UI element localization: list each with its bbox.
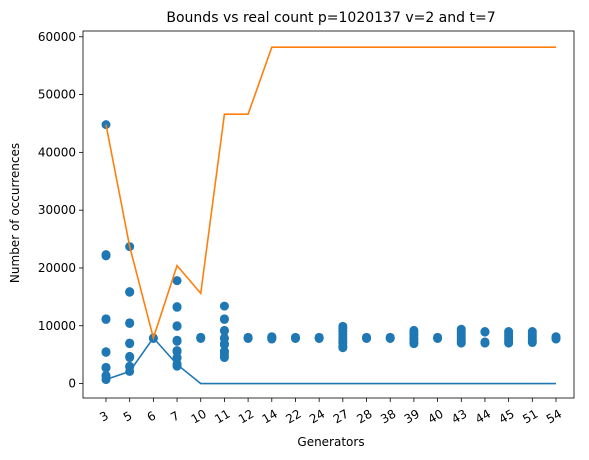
y-axis-label: Number of occurrences xyxy=(8,143,22,283)
lower-bound-line xyxy=(105,336,556,385)
plot-frame xyxy=(82,30,575,399)
scatter-point xyxy=(125,339,135,349)
scatter-point xyxy=(219,340,229,350)
scatter-point xyxy=(219,326,229,336)
x-tick-label: 14 xyxy=(260,407,280,427)
y-tick-label: 50000 xyxy=(38,88,76,102)
scatter-point xyxy=(551,334,561,344)
scatter-point xyxy=(125,318,135,328)
x-tick-label: 24 xyxy=(307,407,327,427)
scatter-point xyxy=(480,338,490,348)
x-tick-label: 45 xyxy=(497,407,517,427)
x-axis-label: Generators xyxy=(297,435,364,449)
x-tick-label: 43 xyxy=(449,407,469,427)
y-tick-label: 0 xyxy=(68,377,76,391)
scatter-point xyxy=(219,353,229,363)
scatter-point xyxy=(219,301,229,311)
scatter-point xyxy=(314,333,324,343)
x-tick-label: 10 xyxy=(189,407,209,427)
scatter-point xyxy=(527,338,537,348)
scatter-point xyxy=(172,276,182,286)
scatter-point xyxy=(243,333,253,343)
scatter-point xyxy=(101,314,111,324)
scatter-point xyxy=(172,302,182,312)
plot-area xyxy=(101,46,561,385)
scatter-point xyxy=(101,363,111,373)
y-tick-label: 60000 xyxy=(38,30,76,44)
scatter-point xyxy=(267,334,277,344)
x-tick-label: 22 xyxy=(283,407,303,427)
x-tick-label: 38 xyxy=(378,407,398,427)
x-tick-label: 5 xyxy=(121,409,135,425)
scatter-point xyxy=(409,339,419,349)
scatter-point xyxy=(172,361,182,371)
scatter-point xyxy=(456,338,466,348)
scatter-point xyxy=(172,321,182,331)
y-tick-label: 40000 xyxy=(38,145,76,159)
x-tick-label: 6 xyxy=(145,409,159,425)
scatter-point xyxy=(362,333,372,343)
x-tick-label: 12 xyxy=(236,407,256,427)
scatter-point xyxy=(480,327,490,337)
x-tick-label: 54 xyxy=(544,407,564,427)
scatter-point xyxy=(172,336,182,346)
scatter-point xyxy=(219,314,229,324)
x-tick-label: 39 xyxy=(402,407,422,427)
y-tick-label: 10000 xyxy=(38,319,76,333)
scatter-point xyxy=(125,287,135,297)
scatter-point xyxy=(433,333,443,343)
x-tick-label: 44 xyxy=(473,407,493,427)
y-tick-label: 20000 xyxy=(38,261,76,275)
scatter-point xyxy=(196,333,206,343)
scatter-point xyxy=(504,338,514,348)
upper-bound-line xyxy=(105,46,556,341)
chart-title: Bounds vs real count p=1020137 v=2 and t… xyxy=(166,10,495,26)
scatter-point xyxy=(101,347,111,357)
x-tick-label: 3 xyxy=(97,409,111,425)
scatter-point xyxy=(101,251,111,261)
x-tick-label: 28 xyxy=(354,407,374,427)
x-tick-label: 7 xyxy=(168,409,182,425)
x-tick-label: 40 xyxy=(425,407,445,427)
y-tick-label: 30000 xyxy=(38,203,76,217)
scatter-point xyxy=(290,333,300,343)
scatter-point xyxy=(125,353,135,363)
x-tick-label: 51 xyxy=(520,407,540,427)
x-tick-label: 11 xyxy=(212,407,232,427)
scatter-point xyxy=(338,343,348,353)
x-tick-label: 27 xyxy=(331,407,351,427)
scatter-point xyxy=(385,333,395,343)
